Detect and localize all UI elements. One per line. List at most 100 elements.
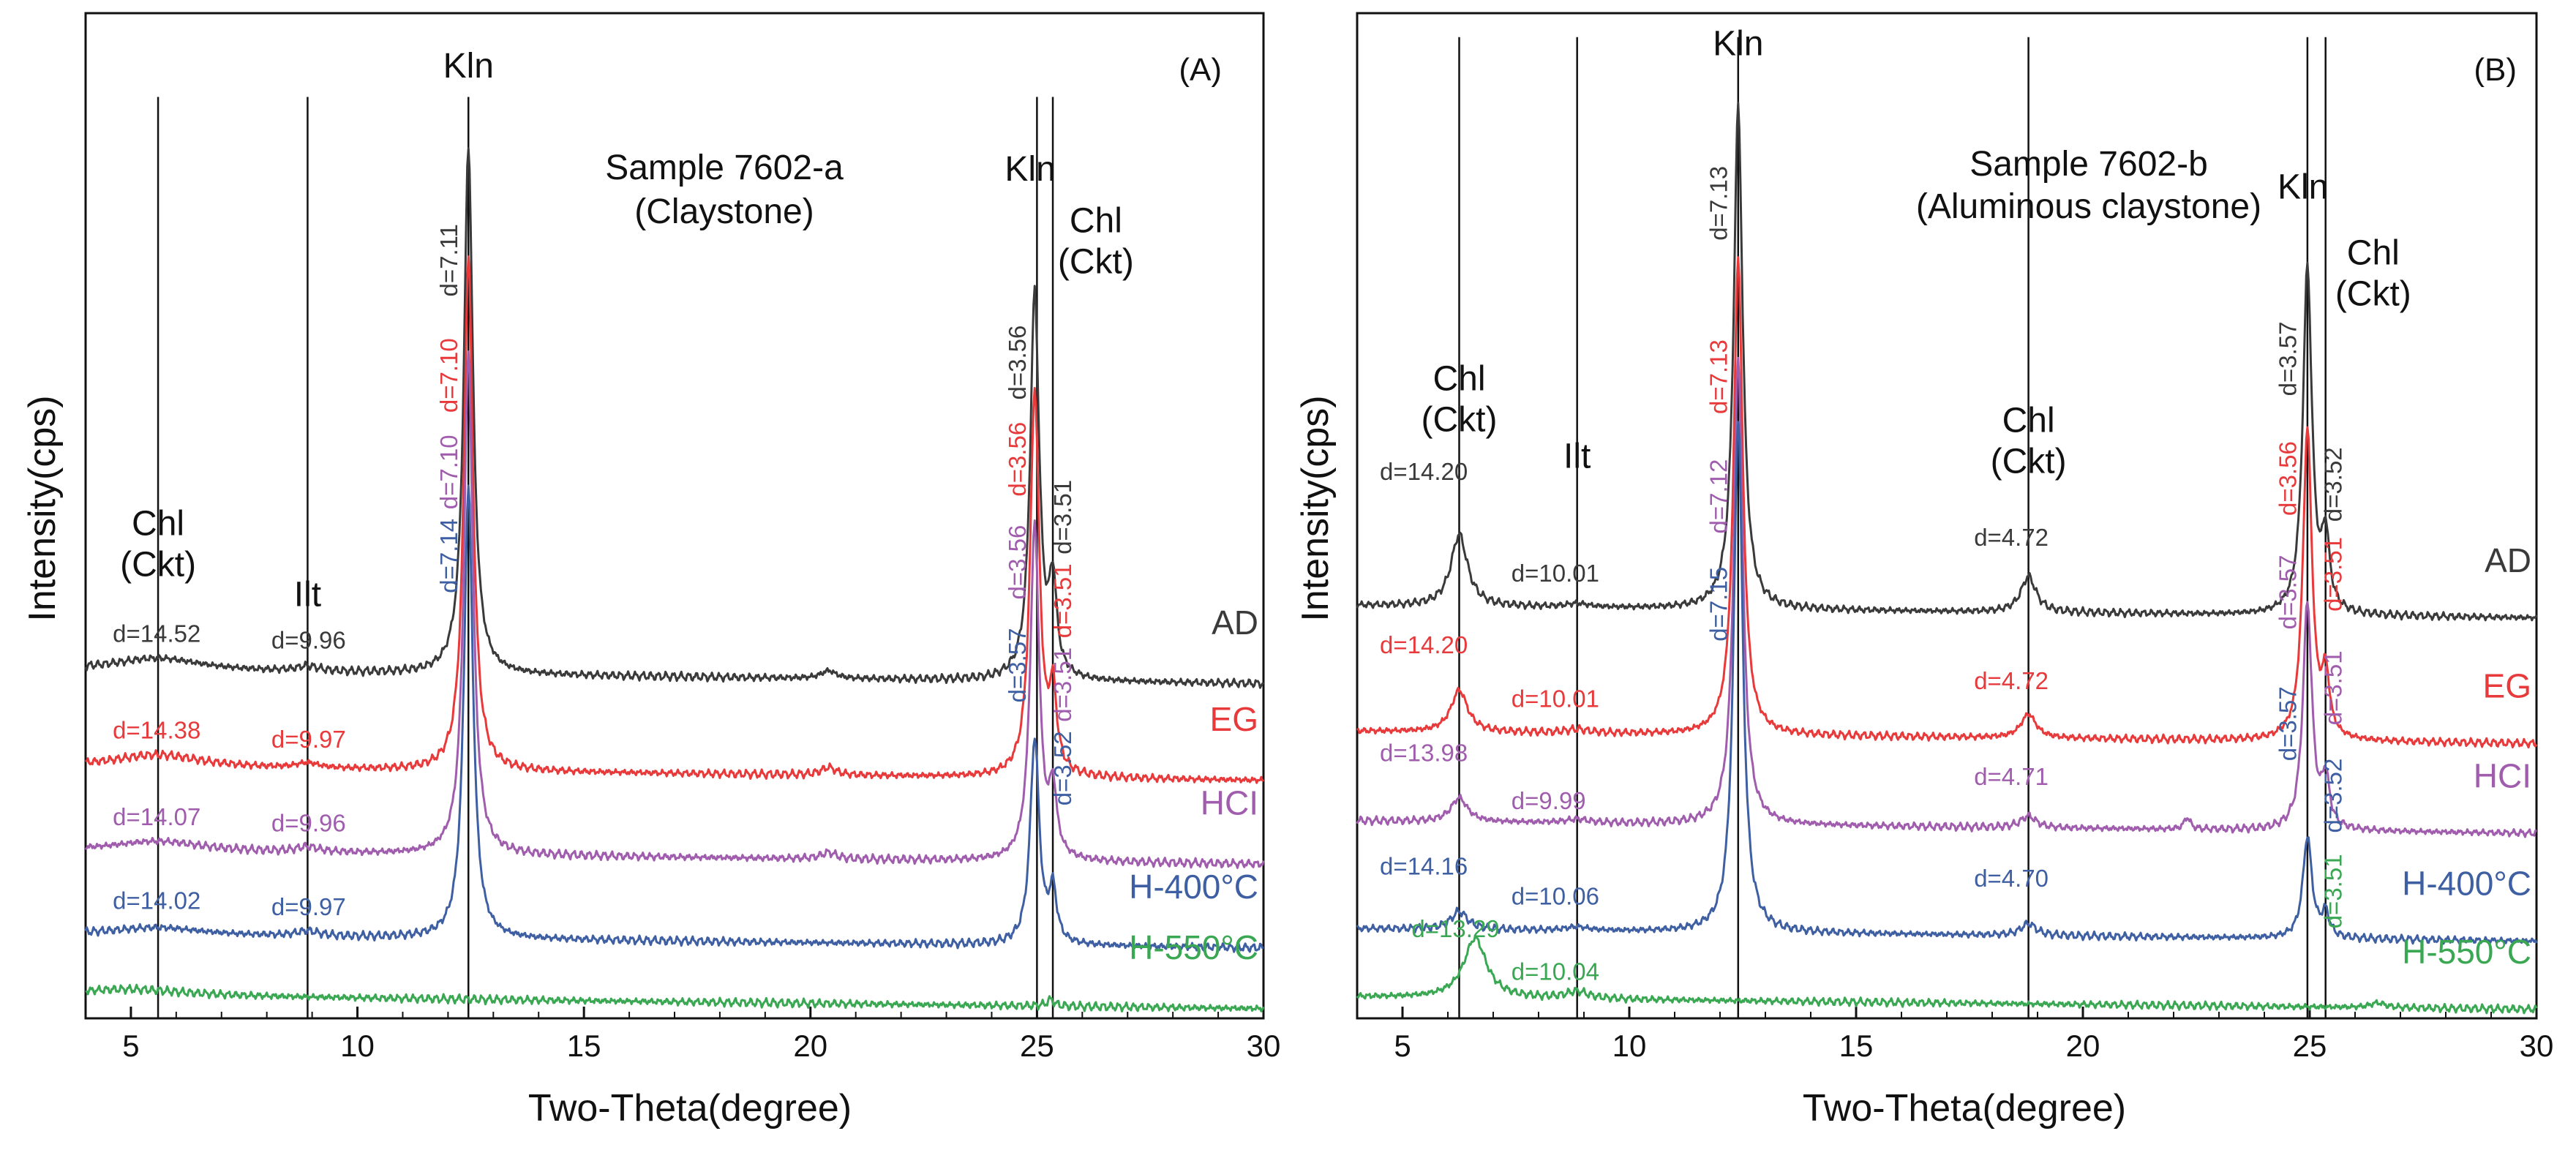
d-spacing-label: d=3.56 (1004, 422, 1031, 497)
mineral-label: Chl (2002, 402, 2055, 440)
mineral-label: Chl (132, 504, 184, 543)
series-line-eg (85, 255, 1264, 784)
x-tick-label: 15 (567, 1029, 601, 1063)
d-spacing-label: d=3.56 (2274, 441, 2301, 516)
d-spacing-label: d=14.20 (1380, 631, 1468, 658)
mineral-label: (Ckt) (1422, 400, 1498, 439)
d-spacing-label: d=13.98 (1380, 739, 1468, 766)
d-spacing-label: d=4.70 (1974, 865, 2049, 892)
d-spacing-label: d=7.13 (1705, 166, 1732, 241)
d-spacing-label: d=10.06 (1512, 883, 1599, 910)
d-spacing-label: d=3.52 (1049, 731, 1076, 805)
d-spacing-label: d=7.15 (1705, 567, 1732, 642)
d-spacing-label: d=3.57 (1004, 628, 1031, 703)
mineral-label: (Ckt) (1058, 242, 1134, 281)
series-line-eg (1356, 256, 2538, 749)
d-spacing-label: d=7.10 (435, 435, 462, 509)
x-tick-label: 10 (1612, 1029, 1647, 1063)
d-spacing-label: d=9.97 (271, 726, 346, 753)
d-spacing-label: d=14.52 (113, 620, 200, 647)
x-tick-label: 25 (1020, 1029, 1054, 1063)
series-label-eg: EG (2483, 667, 2531, 705)
d-spacing-label: d=4.72 (1974, 667, 2049, 694)
d-spacing-label: d=7.10 (435, 338, 462, 413)
series-line-hcl (84, 350, 1265, 869)
d-spacing-label: d=10.01 (1512, 560, 1599, 587)
mineral-label: Kln (1005, 150, 1055, 189)
d-spacing-label: d=3.51 (1049, 480, 1076, 555)
series-label-hcl: HCI (2474, 756, 2531, 794)
d-spacing-label: d=3.57 (2274, 555, 2301, 630)
panel-a-label: (A) (1179, 52, 1222, 88)
d-spacing-label: d=3.52 (2319, 759, 2346, 833)
series-label-eg: EG (1210, 700, 1258, 738)
mineral-label: Kln (2278, 168, 2328, 207)
d-spacing-label: d=3.52 (2319, 447, 2346, 522)
d-spacing-label: d=7.12 (1705, 459, 1732, 534)
mineral-label: Kln (443, 47, 494, 86)
x-tick-label: 10 (340, 1029, 375, 1063)
mineral-label: Ilt (294, 575, 321, 614)
x-tick-label: 30 (1247, 1029, 1281, 1063)
panel-b-xlabel: Two-Theta(degree) (1803, 1087, 2126, 1130)
panel-a-xlabel: Two-Theta(degree) (528, 1087, 852, 1130)
series-label-h550: H-550°C (2402, 933, 2531, 971)
series-line-h550 (1356, 935, 2538, 1015)
series-label-h400: H-400°C (2402, 865, 2531, 903)
panel-b-title-line2: (Aluminous claystone) (1916, 187, 2261, 226)
d-spacing-label: d=9.97 (271, 893, 346, 920)
mineral-label: Chl (2347, 234, 2400, 273)
d-spacing-label: d=14.07 (113, 803, 200, 830)
d-spacing-label: d=10.01 (1512, 685, 1599, 713)
panel-b-title-line1: Sample 7602-b (1969, 145, 2208, 184)
x-tick-label: 30 (2520, 1029, 2554, 1063)
d-spacing-label: d=9.96 (271, 626, 346, 653)
panel-b-plot: 5 10 15 20 25 30ADEGHCIH-400°CH-550°CChl(Ckt)… (1356, 12, 2554, 1063)
series-line-ad (84, 147, 1265, 689)
panel-a-ylabel: Intensity(cps) (21, 395, 64, 621)
x-tick-label: 5 (122, 1029, 139, 1063)
d-spacing-label: d=3.51 (2319, 537, 2346, 612)
d-spacing-label: d=13.29 (1411, 915, 1499, 942)
d-spacing-label: d=3.51 (1049, 647, 1076, 722)
x-tick-label: 20 (2066, 1029, 2100, 1063)
plot-frame-b (1356, 12, 2538, 1020)
panel-b-label: (B) (2474, 52, 2517, 88)
x-tick-label: 25 (2293, 1029, 2327, 1063)
d-spacing-label: d=3.51 (2319, 650, 2346, 725)
mineral-label: (Ckt) (2335, 275, 2411, 314)
d-spacing-label: d=3.51 (2319, 854, 2346, 928)
series-label-hcl: HCI (1201, 784, 1258, 822)
mineral-label: (Ckt) (1991, 443, 2067, 481)
series-line-h400 (84, 484, 1264, 953)
d-spacing-label: d=3.51 (1049, 563, 1076, 638)
d-spacing-label: d=3.56 (1004, 525, 1031, 600)
series-label-h400: H-400°C (1129, 868, 1258, 906)
series-line-h400 (1356, 421, 2538, 945)
d-spacing-label: d=3.57 (2274, 322, 2301, 397)
panel-a-title-line2: (Claystone) (634, 192, 814, 231)
series-line-ad (1356, 102, 2538, 622)
series-label-ad: AD (1212, 604, 1258, 642)
series-label-h550: H-550°C (1129, 928, 1258, 966)
x-tick-label: 15 (1839, 1029, 1874, 1063)
d-spacing-label: d=7.14 (435, 519, 462, 593)
d-spacing-label: d=7.11 (435, 224, 462, 296)
x-tick-label: 20 (793, 1029, 827, 1063)
panel-a: Intensity(cps) Two-Theta(degree) (A) Sam… (21, 12, 1281, 1130)
d-spacing-label: d=14.02 (113, 887, 200, 914)
panel-b-ylabel: Intensity(cps) (1294, 395, 1337, 621)
mineral-label: (Ckt) (120, 545, 196, 584)
d-spacing-label: d=4.71 (1974, 763, 2049, 790)
series-line-hcl (1356, 356, 2537, 838)
d-spacing-label: d=3.56 (1004, 326, 1031, 400)
d-spacing-label: d=4.72 (1974, 524, 2049, 551)
panel-a-plot: 5 10 15 20 25 30ADEGHCIH-400°CH-550°CChl(Ckt)… (84, 12, 1281, 1063)
series-line-h550 (85, 983, 1265, 1012)
d-spacing-label: d=14.38 (113, 717, 200, 744)
d-spacing-label: d=9.99 (1512, 787, 1586, 814)
d-spacing-label: d=7.13 (1705, 339, 1732, 414)
x-tick-label: 5 (1394, 1029, 1411, 1063)
panel-b: Intensity(cps) Two-Theta(degree) (B) Sam… (1294, 12, 2554, 1130)
